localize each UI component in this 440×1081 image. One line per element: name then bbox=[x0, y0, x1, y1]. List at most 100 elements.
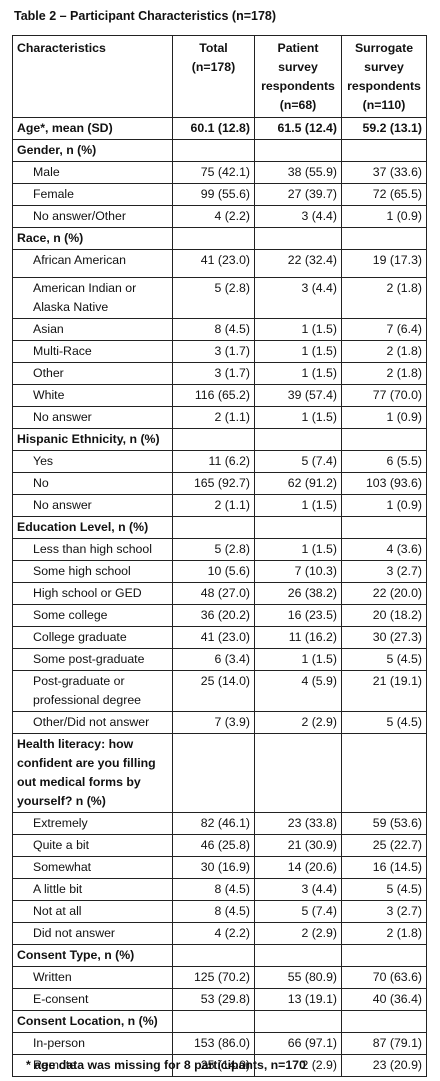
surrogate-cell: 4 (3.6) bbox=[341, 538, 427, 561]
table-row: Male 75 (42.1) 38 (55.9) 37 (33.6) bbox=[12, 161, 427, 184]
empty-cell bbox=[172, 428, 255, 451]
surrogate-cell: 37 (33.6) bbox=[341, 161, 427, 184]
table-row: Somewhat 30 (16.9) 14 (20.6) 16 (14.5) bbox=[12, 856, 427, 879]
patient-cell: 1 (1.5) bbox=[254, 340, 342, 363]
row-label: Female bbox=[12, 183, 173, 206]
row-label: Remote bbox=[12, 1054, 173, 1077]
table-row: Other/Did not answer 7 (3.9) 2 (2.9) 5 (4.5… bbox=[12, 711, 427, 734]
total-cell: 4 (2.2) bbox=[172, 922, 255, 945]
patient-cell: 3 (4.4) bbox=[254, 277, 342, 319]
row-label: Not at all bbox=[12, 900, 173, 923]
surrogate-cell: 5 (4.5) bbox=[341, 878, 427, 901]
table-row: Some college 36 (20.2) 16 (23.5) 20 (18.2) bbox=[12, 604, 427, 627]
surrogate-cell: 20 (18.2) bbox=[341, 604, 427, 627]
table-section-row: Hispanic Ethnicity, n (%) bbox=[12, 428, 427, 451]
total-cell: 5 (2.8) bbox=[172, 538, 255, 561]
total-cell: 165 (92.7) bbox=[172, 472, 255, 495]
table-row: In-person 153 (86.0) 66 (97.1) 87 (79.1) bbox=[12, 1032, 427, 1055]
patient-cell: 13 (19.1) bbox=[254, 988, 342, 1011]
row-label: Some high school bbox=[12, 560, 173, 583]
surrogate-cell: 16 (14.5) bbox=[341, 856, 427, 879]
empty-cell bbox=[254, 733, 342, 813]
patient-cell: 23 (33.8) bbox=[254, 812, 342, 835]
row-label: No answer bbox=[12, 406, 173, 429]
row-label: High school or GED bbox=[12, 582, 173, 605]
surrogate-cell: 77 (70.0) bbox=[341, 384, 427, 407]
table-row: Some post-graduate 6 (3.4) 1 (1.5) 5 (4.5) bbox=[12, 648, 427, 671]
row-label: Less than high school bbox=[12, 538, 173, 561]
table-row: Age*, mean (SD) 60.1 (12.8) 61.5 (12.4) 59.… bbox=[12, 117, 427, 140]
patient-cell: 66 (97.1) bbox=[254, 1032, 342, 1055]
row-label: Written bbox=[12, 966, 173, 989]
row-label: E-consent bbox=[12, 988, 173, 1011]
row-label: Some college bbox=[12, 604, 173, 627]
surrogate-cell: 70 (63.6) bbox=[341, 966, 427, 989]
table-header-row: Characteristics Total (n=178) Patient su… bbox=[12, 35, 427, 118]
table-row: Multi-Race 3 (1.7) 1 (1.5) 2 (1.8) bbox=[12, 340, 427, 363]
empty-cell bbox=[341, 733, 427, 813]
row-label: Quite a bit bbox=[12, 834, 173, 857]
surrogate-cell: 3 (2.7) bbox=[341, 560, 427, 583]
patient-cell: 38 (55.9) bbox=[254, 161, 342, 184]
surrogate-cell: 3 (2.7) bbox=[341, 900, 427, 923]
table-row: College graduate 41 (23.0) 11 (16.2) 30 (27… bbox=[12, 626, 427, 649]
patient-cell: 2 (2.9) bbox=[254, 711, 342, 734]
empty-cell bbox=[172, 516, 255, 539]
empty-cell bbox=[172, 1010, 255, 1033]
surrogate-cell: 72 (65.5) bbox=[341, 183, 427, 206]
table-row: Other 3 (1.7) 1 (1.5) 2 (1.8) bbox=[12, 362, 427, 385]
table-section-row: Race, n (%) bbox=[12, 227, 427, 250]
surrogate-cell: 19 (17.3) bbox=[341, 249, 427, 278]
patient-cell: 1 (1.5) bbox=[254, 648, 342, 671]
total-cell: 75 (42.1) bbox=[172, 161, 255, 184]
patient-cell: 4 (5.9) bbox=[254, 670, 342, 712]
column-header-surrogate: Surrogate survey respondents (n=110) bbox=[341, 35, 427, 118]
table-row: Quite a bit 46 (25.8) 21 (30.9) 25 (22.7) bbox=[12, 834, 427, 857]
row-label: A little bit bbox=[12, 878, 173, 901]
row-label: Did not answer bbox=[12, 922, 173, 945]
row-label: In-person bbox=[12, 1032, 173, 1055]
empty-cell bbox=[172, 227, 255, 250]
patient-cell: 1 (1.5) bbox=[254, 318, 342, 341]
empty-cell bbox=[254, 428, 342, 451]
patient-cell: 5 (7.4) bbox=[254, 450, 342, 473]
patient-cell: 26 (38.2) bbox=[254, 582, 342, 605]
surrogate-cell: 22 (20.0) bbox=[341, 582, 427, 605]
total-cell: 48 (27.0) bbox=[172, 582, 255, 605]
surrogate-cell: 1 (0.9) bbox=[341, 205, 427, 228]
total-cell: 6 (3.4) bbox=[172, 648, 255, 671]
surrogate-cell: 59.2 (13.1) bbox=[341, 117, 427, 140]
total-cell: 8 (4.5) bbox=[172, 878, 255, 901]
table-row: Did not answer 4 (2.2) 2 (2.9) 2 (1.8) bbox=[12, 922, 427, 945]
participant-characteristics-table: Characteristics Total (n=178) Patient su… bbox=[12, 35, 427, 1077]
column-header-patient: Patient survey respondents (n=68) bbox=[254, 35, 342, 118]
patient-cell: 1 (1.5) bbox=[254, 406, 342, 429]
surrogate-cell: 30 (27.3) bbox=[341, 626, 427, 649]
patient-cell: 1 (1.5) bbox=[254, 362, 342, 385]
table-row: No 165 (92.7) 62 (91.2) 103 (93.6) bbox=[12, 472, 427, 495]
total-cell: 99 (55.6) bbox=[172, 183, 255, 206]
total-cell: 116 (65.2) bbox=[172, 384, 255, 407]
table-section-row: Gender, n (%) bbox=[12, 139, 427, 162]
table-row: E-consent 53 (29.8) 13 (19.1) 40 (36.4) bbox=[12, 988, 427, 1011]
patient-cell: 5 (7.4) bbox=[254, 900, 342, 923]
footnote: * age data was missing for 8 participant… bbox=[26, 1058, 306, 1072]
surrogate-cell: 6 (5.5) bbox=[341, 450, 427, 473]
surrogate-cell: 5 (4.5) bbox=[341, 648, 427, 671]
total-cell: 41 (23.0) bbox=[172, 626, 255, 649]
empty-cell bbox=[341, 516, 427, 539]
table-row: American Indian or Alaska Native 5 (2.8) 3… bbox=[12, 277, 427, 319]
surrogate-cell: 7 (6.4) bbox=[341, 318, 427, 341]
section-label: Education Level, n (%) bbox=[12, 516, 173, 539]
empty-cell bbox=[341, 944, 427, 967]
row-label: No answer/Other bbox=[12, 205, 173, 228]
patient-cell: 2 (2.9) bbox=[254, 1054, 342, 1077]
surrogate-cell: 2 (1.8) bbox=[341, 922, 427, 945]
empty-cell bbox=[254, 227, 342, 250]
empty-cell bbox=[254, 944, 342, 967]
patient-cell: 3 (4.4) bbox=[254, 878, 342, 901]
empty-cell bbox=[172, 733, 255, 813]
row-label: African American bbox=[12, 249, 173, 278]
table-row: Written 125 (70.2) 55 (80.9) 70 (63.6) bbox=[12, 966, 427, 989]
total-cell: 3 (1.7) bbox=[172, 340, 255, 363]
